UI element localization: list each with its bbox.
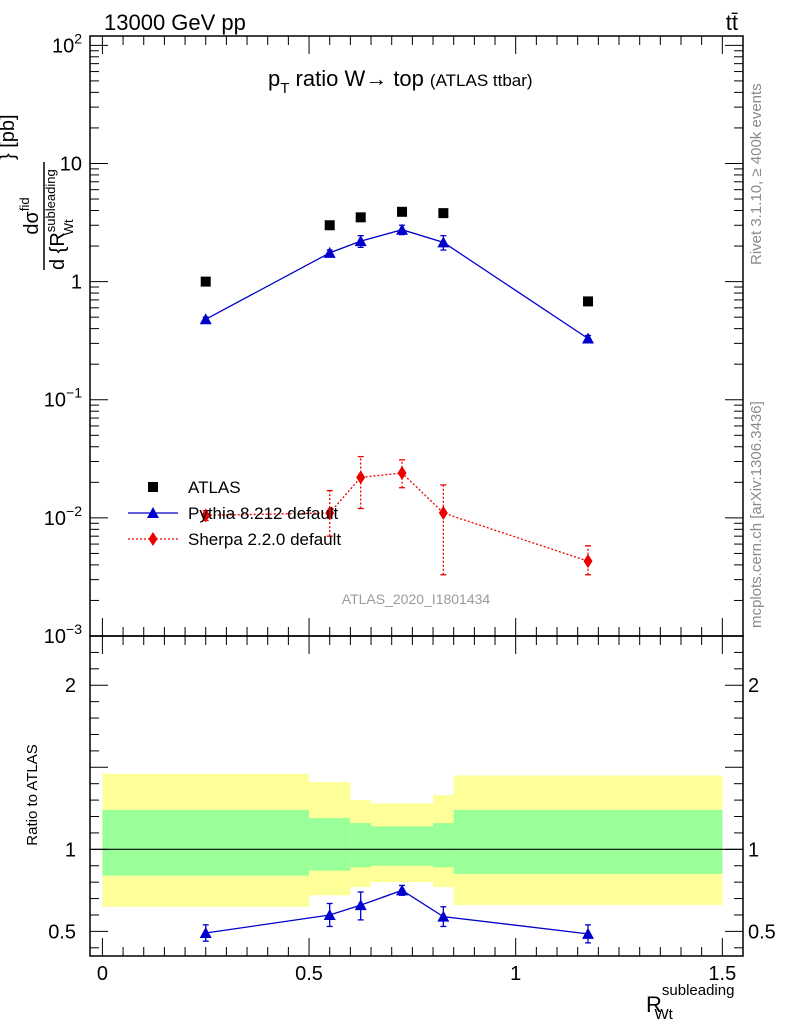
inner-band-segment — [453, 809, 723, 874]
sherpa-2-2-0-default-point — [583, 554, 593, 569]
lower-y-tick-label-right: 1 — [748, 839, 759, 861]
pythia-8-212-default-line — [205, 889, 589, 935]
pythia-8-212-default-point — [323, 908, 336, 920]
lower-y-tick-label: 2 — [65, 675, 76, 697]
xlabel-sub: Wt — [654, 1006, 673, 1023]
pythia-8-212-default-point — [199, 313, 212, 325]
pythia-8-212-default-point — [582, 927, 595, 939]
lower-series — [199, 884, 595, 944]
mcplots-label: mcplots.cern.ch [arXiv:1306.3436] — [748, 401, 765, 628]
upper-series — [199, 206, 595, 576]
atlas-point — [324, 220, 335, 231]
inner-band-segment — [433, 823, 454, 868]
ylabel-tail: } [pb] — [0, 114, 19, 160]
lower-y-tick-label: 0.5 — [48, 921, 76, 943]
pythia-8-212-default-line — [205, 229, 589, 340]
legend-marker — [148, 532, 158, 546]
upper-y-tick-label: 10−1 — [44, 385, 82, 412]
pythia-8-212-default-point — [323, 246, 336, 258]
lower-y-tick-label: 1 — [65, 839, 76, 861]
rivet-version-label: Rivet 3.1.10, ≥ 400k events — [748, 83, 765, 265]
inner-band-segment — [102, 809, 310, 876]
lower-y-tick-label-right: 0.5 — [748, 921, 776, 943]
legend: ATLAS Pythia 8.212 default Sherpa 2.2.0 de… — [128, 478, 341, 549]
sherpa-2-2-0-default-point — [325, 505, 335, 520]
sherpa-2-2-0-default-point — [438, 505, 448, 520]
lower-axes: 0.5 0.5 1 1 2 2 0 0.5 1 1.5 — [48, 635, 776, 985]
title-main: p — [268, 66, 280, 91]
svg-text:dσfid: dσfid — [17, 197, 43, 234]
ratio-y-axis-label: Ratio to ATLAS — [24, 744, 41, 845]
atlas-point — [583, 296, 594, 307]
analysis-id-label: ATLAS_2020_I1801434 — [342, 591, 491, 607]
ratio-uncertainty-bands — [90, 773, 743, 907]
x-tick-label: 1.5 — [708, 963, 736, 985]
pythia-8-212-default-point — [354, 235, 367, 247]
ylabel-numerator: dσ — [21, 210, 43, 234]
x-axis-label: Rsubleading Wt — [646, 982, 734, 1023]
title-subscript: T — [280, 80, 289, 97]
ylabel-denominator: d {R — [47, 232, 69, 270]
inner-band-segment — [371, 826, 434, 866]
atlas-point — [355, 212, 366, 223]
collision-energy-label: 13000 GeV pp — [104, 10, 246, 35]
pythia-8-212-default-point — [396, 884, 409, 896]
pythia-8-212-default-point — [437, 910, 450, 922]
pythia-8-212-default-point — [354, 899, 367, 911]
x-tick-label: 0.5 — [295, 963, 323, 985]
ylabel-denominator-sub: Wt — [61, 219, 76, 235]
upper-y-tick-label: 10−3 — [44, 621, 82, 648]
x-tick-label: 0 — [97, 963, 108, 985]
title-tag: (ATLAS ttbar) — [430, 71, 533, 90]
legend-label: Sherpa 2.2.0 default — [188, 530, 341, 549]
ylabel-numerator-sup: fid — [17, 197, 32, 211]
atlas-point — [438, 208, 449, 219]
sherpa-2-2-0-default-point — [201, 508, 211, 523]
process-label: tt̄ — [726, 10, 738, 35]
legend-marker — [147, 507, 159, 518]
inner-band-segment — [309, 818, 351, 871]
pythia-8-212-default-point — [199, 927, 212, 939]
sherpa-2-2-0-default-point — [356, 470, 366, 485]
pythia-8-212-default-point — [396, 223, 409, 235]
title-rest: ratio W→ top — [289, 66, 423, 91]
xlabel-sup: subleading — [662, 982, 735, 999]
pythia-8-212-default-point — [437, 236, 450, 248]
atlas-point — [397, 206, 408, 217]
xlabel-main: R — [646, 992, 662, 1017]
upper-y-tick-label: 102 — [52, 30, 82, 57]
legend-marker — [148, 482, 158, 492]
x-tick-label: 1 — [510, 963, 521, 985]
sherpa-2-2-0-default-point — [397, 465, 407, 480]
lower-frame — [89, 635, 744, 957]
lower-y-tick-label-right: 2 — [748, 675, 759, 697]
upper-y-tick-label: 1 — [71, 272, 82, 294]
inner-band-segment — [350, 823, 372, 868]
legend-label: Pythia 8.212 default — [188, 504, 339, 523]
upper-axes: 102 10 1 10−1 10−2 10−3 — [44, 30, 744, 648]
pythia-8-212-default-point — [582, 332, 595, 344]
upper-y-tick-label: 10 — [60, 153, 82, 175]
atlas-point — [200, 276, 211, 287]
ylabel-denominator-sup: subleading — [43, 169, 58, 232]
upper-y-tick-label: 10−2 — [44, 503, 82, 530]
plot-title: pT ratio W→ top (ATLAS ttbar) — [268, 66, 533, 97]
legend-label: ATLAS — [188, 478, 241, 497]
